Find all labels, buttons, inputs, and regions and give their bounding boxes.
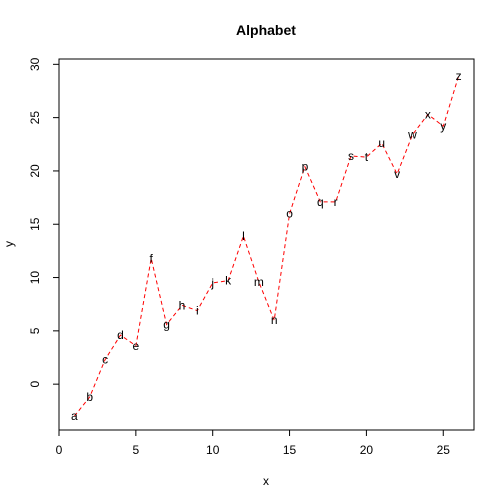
x-tick-label: 10 bbox=[206, 443, 220, 457]
point-label-y: y bbox=[440, 119, 446, 133]
y-tick-label: 5 bbox=[28, 327, 42, 334]
y-axis-label: y bbox=[2, 241, 16, 247]
x-tick-label: 20 bbox=[360, 443, 374, 457]
y-tick-label: 25 bbox=[28, 111, 42, 125]
x-tick-label: 0 bbox=[56, 443, 63, 457]
y-tick-label: 30 bbox=[28, 57, 42, 71]
point-label-u: u bbox=[378, 136, 385, 150]
point-label-v: v bbox=[394, 167, 400, 181]
y-tick-label: 10 bbox=[28, 271, 42, 285]
x-axis-label: x bbox=[263, 474, 269, 488]
point-label-l: l bbox=[242, 229, 245, 243]
x-axis: 0 5 10 15 20 25 bbox=[56, 429, 451, 457]
x-tick-label: 15 bbox=[283, 443, 297, 457]
point-label-q: q bbox=[317, 195, 324, 209]
y-tick-label: 20 bbox=[28, 164, 42, 178]
x-tick-label: 5 bbox=[133, 443, 140, 457]
point-label-p: p bbox=[302, 160, 309, 174]
point-label-x: x bbox=[425, 107, 431, 121]
point-label-j: j bbox=[210, 276, 214, 290]
series-line bbox=[74, 75, 460, 417]
point-label-b: b bbox=[86, 390, 93, 404]
point-label-k: k bbox=[225, 274, 232, 288]
point-label-f: f bbox=[150, 251, 154, 265]
y-tick-label: 0 bbox=[28, 381, 42, 388]
y-axis: 0 5 10 15 20 25 30 bbox=[28, 57, 60, 388]
point-label-o: o bbox=[286, 207, 293, 221]
point-label-i: i bbox=[196, 304, 199, 318]
point-label-e: e bbox=[133, 339, 140, 353]
point-label-t: t bbox=[365, 150, 369, 164]
point-label-a: a bbox=[71, 409, 78, 423]
point-label-n: n bbox=[271, 313, 278, 327]
point-label-h: h bbox=[179, 298, 186, 312]
chart-title: Alphabet bbox=[236, 22, 296, 38]
point-label-z: z bbox=[456, 69, 462, 83]
point-label-w: w bbox=[407, 128, 417, 142]
point-label-r: r bbox=[334, 195, 338, 209]
x-tick-label: 25 bbox=[437, 443, 451, 457]
y-tick-label: 15 bbox=[28, 217, 42, 231]
point-label-d: d bbox=[117, 328, 124, 342]
point-label-c: c bbox=[102, 353, 108, 367]
point-label-s: s bbox=[348, 149, 354, 163]
point-labels: ab cde f gh ij k l m n o p q r s tu v wxy z bbox=[71, 69, 462, 423]
plot-frame bbox=[58, 58, 475, 431]
point-label-m: m bbox=[254, 275, 264, 289]
point-label-g: g bbox=[163, 317, 170, 331]
